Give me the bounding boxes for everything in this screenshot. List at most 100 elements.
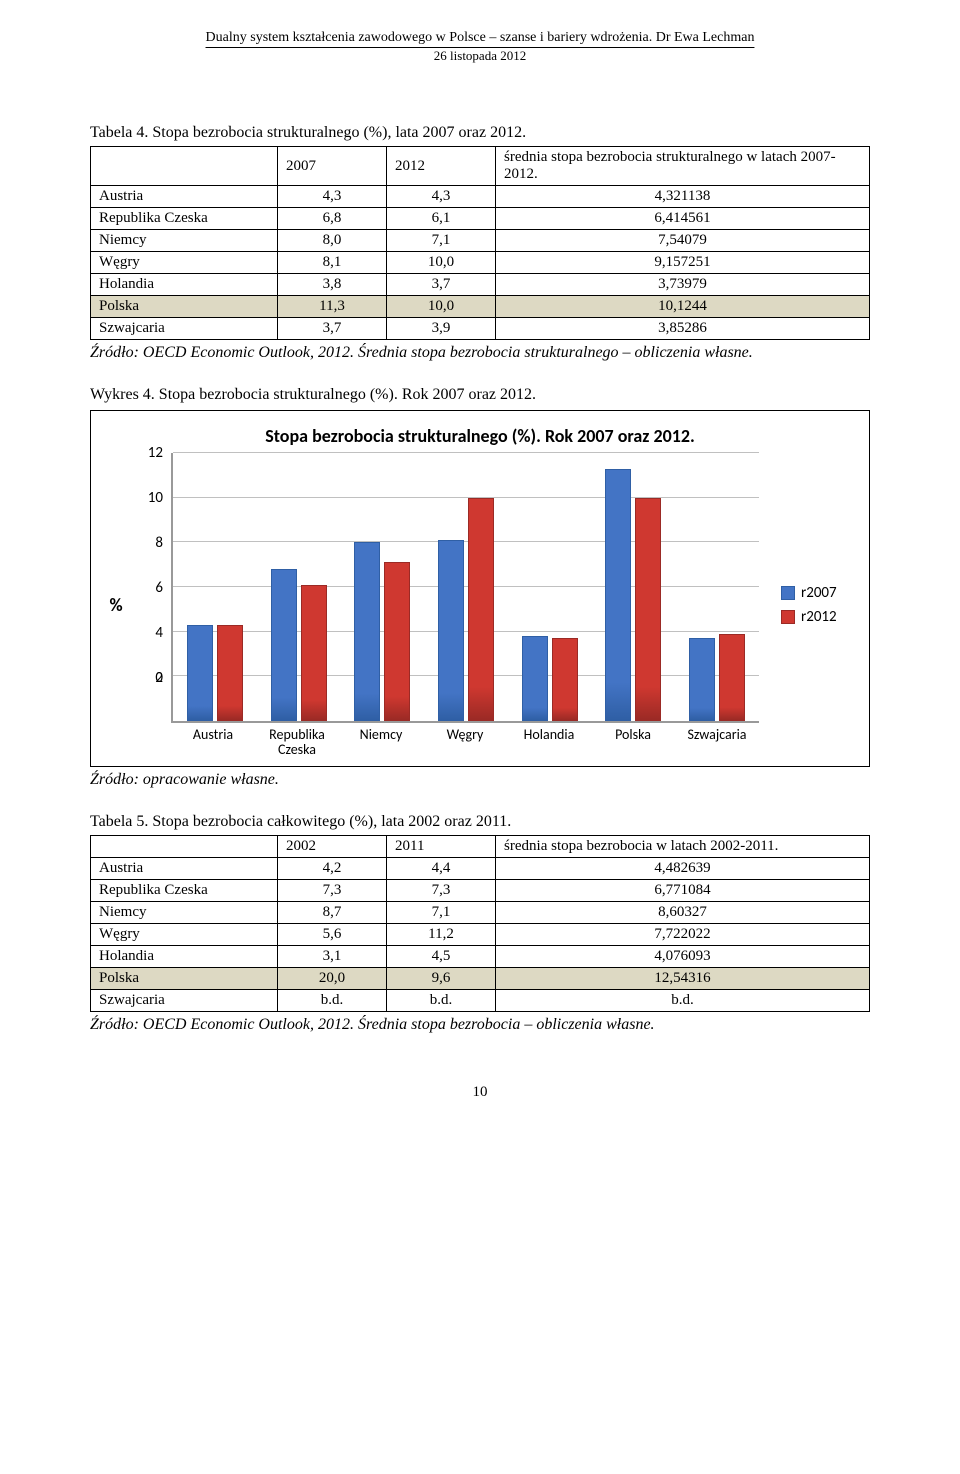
row-val-c: 8,60327 [496, 901, 870, 923]
table-row: Niemcy8,77,18,60327 [91, 901, 870, 923]
row-val-b: 10,0 [387, 296, 496, 318]
chart-y-label: % [105, 594, 127, 616]
row-name: Holandia [91, 274, 278, 296]
row-val-c: 6,414561 [496, 208, 870, 230]
table5-caption: Tabela 5. Stopa bezrobocia całkowitego (… [90, 813, 870, 831]
y-tick-label: 4 [155, 624, 163, 642]
table-row: Polska20,09,612,54316 [91, 967, 870, 989]
bar [605, 469, 631, 721]
table-row: Szwajcariab.d.b.d.b.d. [91, 989, 870, 1011]
bar [301, 585, 327, 721]
bar [438, 540, 464, 721]
row-val-a: 6,8 [277, 208, 386, 230]
row-val-c: 4,076093 [496, 945, 870, 967]
row-val-b: 7,3 [387, 879, 496, 901]
y-tick-label: 8 [155, 534, 163, 552]
table-row: Węgry5,611,27,722022 [91, 923, 870, 945]
row-val-b: b.d. [387, 989, 496, 1011]
bar-group [257, 453, 341, 721]
table-row: Republika Czeska7,37,36,771084 [91, 879, 870, 901]
table5-header-row: 2002 2011 średnia stopa bezrobocia w lat… [91, 835, 870, 857]
table-row: Republika Czeska6,86,16,414561 [91, 208, 870, 230]
chart-plot-area [171, 453, 759, 723]
bar-group [508, 453, 592, 721]
x-tick-label: Polska [591, 723, 675, 758]
chart-source: Źródło: opracowanie własne. [90, 771, 870, 789]
row-val-a: 11,3 [277, 296, 386, 318]
row-name: Republika Czeska [91, 208, 278, 230]
row-name: Węgry [91, 923, 278, 945]
running-header: Dualny system kształcenia zawodowego w P… [90, 30, 870, 46]
table4-col-avg: średnia stopa bezrobocia strukturalnego … [496, 147, 870, 186]
bar [354, 542, 380, 721]
legend-swatch [781, 610, 795, 624]
chart-legend: r2007r2012 [773, 578, 855, 632]
row-name: Republika Czeska [91, 879, 278, 901]
bar-group [173, 453, 257, 721]
row-name: Węgry [91, 252, 278, 274]
row-val-b: 3,7 [387, 274, 496, 296]
table5-col-2011: 2011 [387, 835, 496, 857]
table-row: Węgry8,110,09,157251 [91, 252, 870, 274]
table-row: Holandia3,83,73,73979 [91, 274, 870, 296]
bar-group [424, 453, 508, 721]
row-val-c: 3,73979 [496, 274, 870, 296]
chart-plot: 121086420 [141, 453, 759, 723]
table5: 2002 2011 średnia stopa bezrobocia w lat… [90, 835, 870, 1012]
bar [187, 625, 213, 721]
bar [217, 625, 243, 721]
table4-caption: Tabela 4. Stopa bezrobocia strukturalneg… [90, 124, 870, 142]
row-val-b: 10,0 [387, 252, 496, 274]
legend-swatch [781, 586, 795, 600]
x-tick-label: Węgry [423, 723, 507, 758]
row-name: Polska [91, 967, 278, 989]
table-row: Niemcy8,07,17,54079 [91, 230, 870, 252]
row-name: Austria [91, 186, 278, 208]
table5-col-avg: średnia stopa bezrobocia w latach 2002-2… [496, 835, 870, 857]
row-val-a: 8,1 [277, 252, 386, 274]
x-tick-label: Holandia [507, 723, 591, 758]
bar [468, 498, 494, 721]
bar-group [340, 453, 424, 721]
chart-title: Stopa bezrobocia strukturalnego (%). Rok… [105, 425, 855, 447]
row-val-c: 12,54316 [496, 967, 870, 989]
table4: 2007 2012 średnia stopa bezrobocia struk… [90, 146, 870, 340]
bar [522, 636, 548, 721]
x-tick-label: RepublikaCzeska [255, 723, 339, 758]
bar-group [675, 453, 759, 721]
bar [689, 638, 715, 721]
table4-col-2007: 2007 [277, 147, 386, 186]
row-name: Szwajcaria [91, 318, 278, 340]
x-tick-label: Niemcy [339, 723, 423, 758]
row-val-a: 3,1 [277, 945, 386, 967]
row-val-a: 3,7 [277, 318, 386, 340]
bar [384, 562, 410, 721]
bar [271, 569, 297, 721]
table-row: Polska11,310,010,1244 [91, 296, 870, 318]
table-row: Austria4,34,34,321138 [91, 186, 870, 208]
row-val-a: 8,7 [277, 901, 386, 923]
row-val-b: 4,5 [387, 945, 496, 967]
bar [635, 498, 661, 721]
row-val-c: 4,482639 [496, 857, 870, 879]
chart-card: Stopa bezrobocia strukturalnego (%). Rok… [90, 410, 870, 767]
table-row: Szwajcaria3,73,93,85286 [91, 318, 870, 340]
table5-col-2002: 2002 [277, 835, 386, 857]
row-val-a: 7,3 [277, 879, 386, 901]
row-name: Niemcy [91, 901, 278, 923]
row-val-c: 9,157251 [496, 252, 870, 274]
bar-group [592, 453, 676, 721]
y-tick-label: 12 [148, 444, 163, 462]
row-val-c: 7,54079 [496, 230, 870, 252]
x-tick-label: Austria [171, 723, 255, 758]
row-val-b: 9,6 [387, 967, 496, 989]
row-val-c: 10,1244 [496, 296, 870, 318]
row-val-c: 6,771084 [496, 879, 870, 901]
legend-item: r2007 [781, 584, 855, 602]
row-name: Szwajcaria [91, 989, 278, 1011]
running-date: 26 listopada 2012 [90, 48, 870, 64]
bar [552, 638, 578, 721]
row-val-a: b.d. [277, 989, 386, 1011]
row-val-c: 3,85286 [496, 318, 870, 340]
row-val-b: 4,3 [387, 186, 496, 208]
